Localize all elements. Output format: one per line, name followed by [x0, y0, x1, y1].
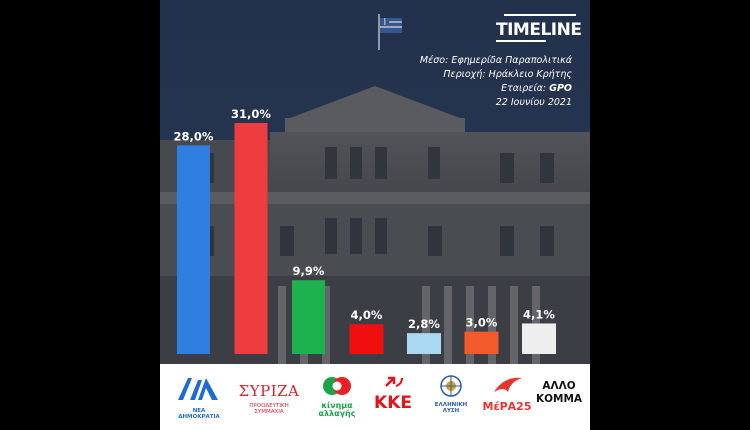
nd-caption: ΝΕΑ ΔΗΜΟΚΡΑΤΙΑ	[178, 408, 220, 420]
bar-value-label-2: 31,0%	[231, 107, 271, 121]
poll-bar-chart: 28,0% 31,0% 9,9% 4,0% 2,8% 3,0% 4,1%	[174, 107, 556, 354]
nd-symbol-icon	[178, 378, 218, 400]
meta-medium-label: Μέσο:	[419, 55, 449, 66]
mera25-name: ΜέΡΑ25	[482, 400, 532, 413]
kinal-line2: αλλαγής	[318, 409, 356, 418]
syriza-logo: ΣΥΡΙΖΑ ΠΡΟΟΔΕΥΤΙΚΗ ΣΥΜΜΑΧΙΑ	[234, 374, 304, 420]
bar-value-label-7: 4,1%	[523, 307, 555, 321]
elliniki-line2: ΛΥΣΗ	[442, 408, 460, 414]
meta-company-value: GPO	[549, 83, 572, 94]
elliniki-lysi-logo: ΕΛΛΗΝΙΚΗ ΛΥΣΗ	[424, 374, 478, 420]
bar-4	[349, 324, 384, 354]
bar-value-label-5: 2,8%	[408, 317, 440, 331]
kke-name: ΚΚΕ	[374, 393, 412, 413]
kke-logo: ΚΚΕ	[366, 374, 420, 420]
elliniki-line1: ΕΛΛΗΝΙΚΗ	[434, 402, 468, 408]
mera25-logo: ΜέΡΑ25	[480, 374, 534, 420]
meta-medium-row: Μέσο: Εφημερίδα Παραπολιτικά	[332, 54, 572, 68]
meta-company-row: Εταιρεία: GPO	[332, 82, 572, 96]
poll-metadata: Μέσο: Εφημερίδα Παραπολιτικά Περιοχή: Ηρ…	[332, 54, 572, 110]
bar-5	[407, 333, 441, 354]
elliniki-lysi-emblem-icon	[440, 375, 462, 397]
bar-3	[292, 280, 325, 354]
allo-komma-logo: ΑΛΛΟ ΚΟΜΜΑ	[532, 374, 586, 420]
party-logos-strip: ΝΕΑ ΔΗΜΟΚΡΑΤΙΑ ΣΥΡΙΖΑ ΠΡΟΟΔΕΥΤΙΚΗ ΣΥΜΜΑΧ…	[160, 364, 590, 430]
allo-line1: ΑΛΛΟ	[542, 380, 576, 392]
bar-1	[177, 145, 210, 354]
syriza-name: ΣΥΡΙΖΑ	[238, 382, 300, 400]
meta-region-label: Περιοχή:	[443, 69, 486, 80]
meta-region-value: Ηράκλειο Κρήτης	[488, 69, 572, 80]
meta-company-label: Εταιρεία:	[501, 83, 547, 94]
kke-hammer-sickle-icon	[385, 376, 403, 387]
meta-date: 22 Ιουνίου 2021	[495, 97, 572, 108]
meta-medium-value: Εφημερίδα Παραπολιτικά	[451, 55, 572, 66]
bar-value-label-6: 3,0%	[466, 316, 498, 330]
kinal-line1: κίνημα	[321, 401, 353, 410]
bar-6	[464, 331, 499, 354]
timeline-brand-logo: TIMELINE	[496, 12, 582, 48]
bar-value-label-4: 4,0%	[351, 308, 383, 322]
brand-line-bottom	[496, 40, 546, 42]
mera25-swallow-icon	[494, 377, 522, 392]
bar-7	[522, 323, 556, 354]
meta-region-row: Περιοχή: Ηράκλειο Κρήτης	[332, 68, 572, 82]
brand-line-top	[504, 14, 576, 16]
brand-name: TIMELINE	[496, 20, 582, 40]
allo-line2: ΚΟΜΜΑ	[535, 393, 583, 405]
poll-infographic: TIMELINE Μέσο: Εφημερίδα Παραπολιτικά Πε…	[160, 0, 590, 430]
kinal-flower-icon	[323, 377, 351, 395]
bar-2	[234, 123, 268, 354]
bar-value-label-1: 28,0%	[174, 129, 214, 143]
syriza-caption: ΠΡΟΟΔΕΥΤΙΚΗ ΣΥΜΜΑΧΙΑ	[249, 403, 289, 415]
kinal-logo: κίνημα αλλαγής	[310, 374, 364, 420]
bar-value-label-3: 9,9%	[293, 264, 325, 278]
nd-logo: ΝΕΑ ΔΗΜΟΚΡΑΤΙΑ	[172, 374, 226, 420]
